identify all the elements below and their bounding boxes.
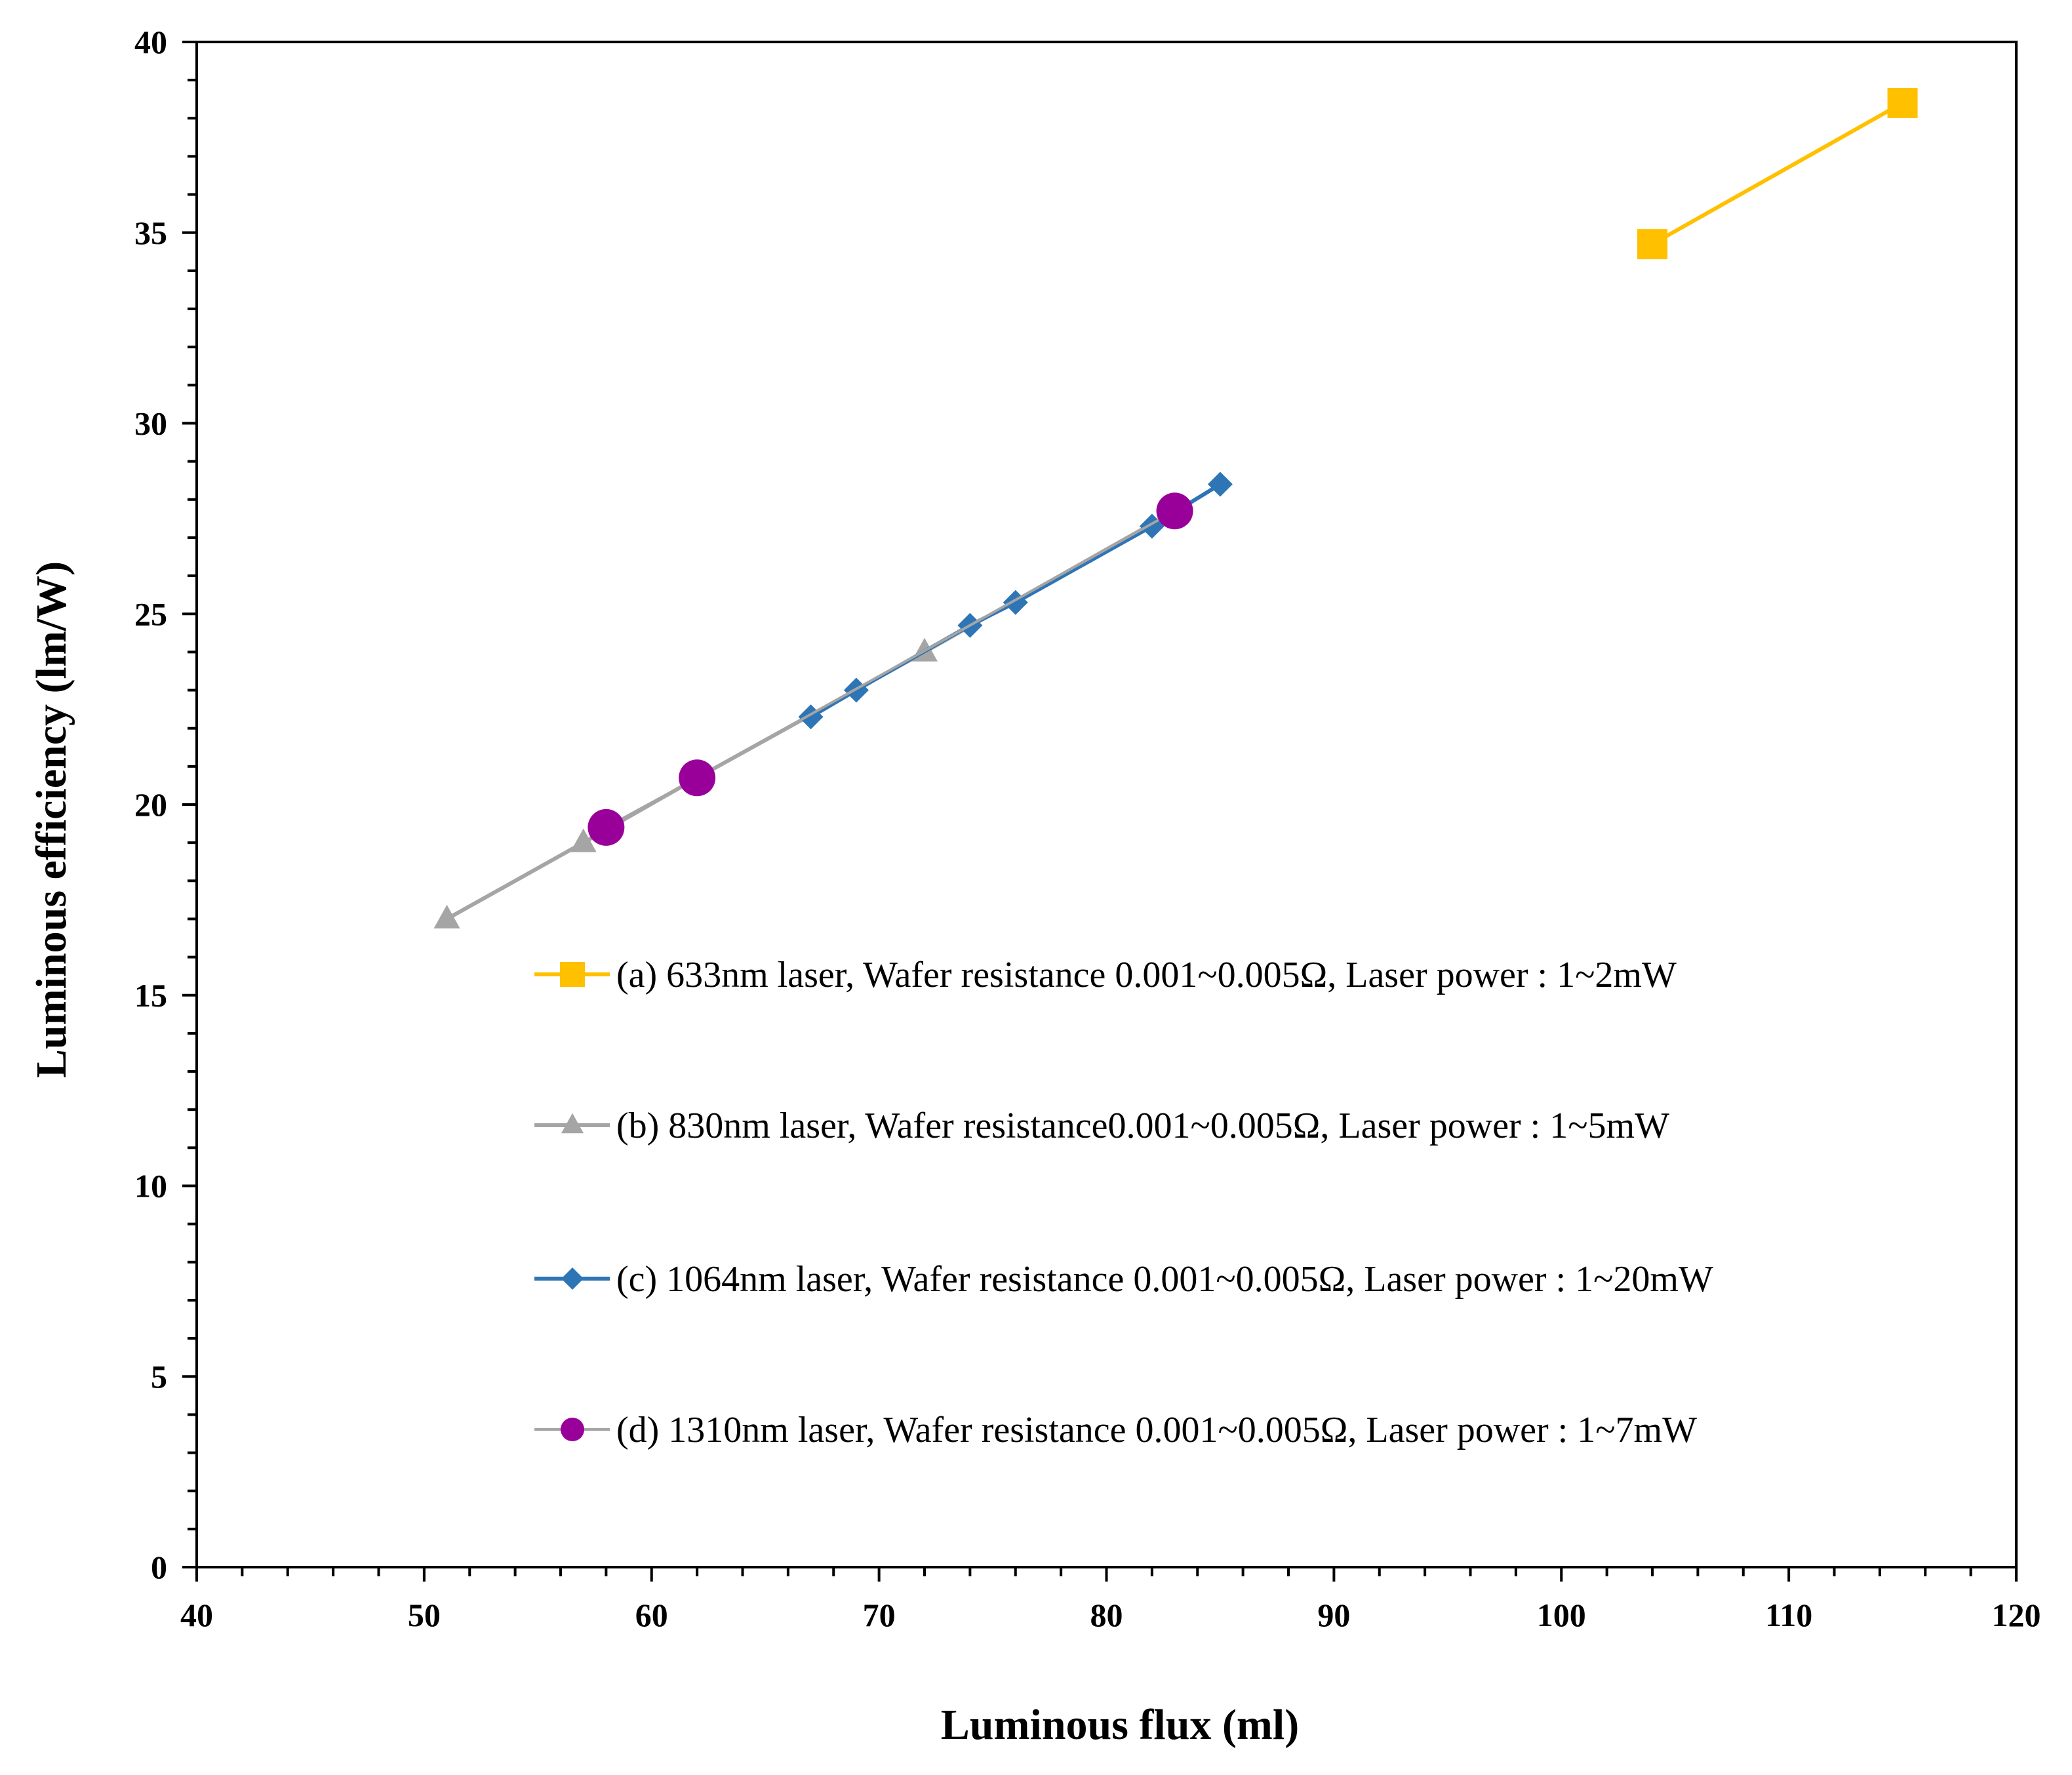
data-point — [1156, 492, 1193, 530]
legend-entry-b: (b) 830nm laser, Wafer resistance0.001~0… — [534, 1106, 1669, 1146]
plot-area-frame — [195, 41, 2018, 1568]
legend-marker — [561, 1418, 584, 1441]
data-point — [679, 759, 716, 797]
legend-marker — [561, 1267, 584, 1290]
x-tick-label: 70 — [863, 1597, 896, 1633]
x-tick-label: 100 — [1537, 1597, 1586, 1633]
x-tick-label: 40 — [180, 1597, 213, 1633]
x-tick-label: 110 — [1765, 1597, 1812, 1633]
legend-label: (d) 1310nm laser, Wafer resistance 0.001… — [616, 1410, 1697, 1450]
x-axis-title: Luminous flux (ml) — [941, 1701, 1299, 1749]
series-layer — [433, 88, 1918, 928]
legend-entry-a: (a) 633nm laser, Wafer resistance 0.001~… — [534, 955, 1677, 995]
x-tick-label: 80 — [1090, 1597, 1123, 1633]
series-a — [1637, 88, 1918, 260]
y-tick-label: 25 — [134, 595, 167, 632]
y-tick-label: 35 — [134, 214, 167, 251]
legend-entry-c: (c) 1064nm laser, Wafer resistance 0.001… — [534, 1259, 1713, 1300]
y-tick-label: 10 — [134, 1168, 167, 1205]
legend: (a) 633nm laser, Wafer resistance 0.001~… — [534, 955, 1713, 1450]
y-axis-title: Luminous efficiency (lm/W) — [28, 561, 75, 1078]
axes-layer: 40 50 60 70 80 90 100 110 120 0 5 10 15 20 25 30 35 40 — [134, 24, 2041, 1633]
legend-marker — [560, 962, 585, 987]
data-point — [570, 828, 597, 852]
data-point — [1207, 471, 1233, 497]
legend-label: (c) 1064nm laser, Wafer resistance 0.001… — [616, 1259, 1713, 1300]
x-tick-label: 90 — [1317, 1597, 1350, 1633]
y-tick-label: 15 — [134, 977, 167, 1014]
data-point — [588, 808, 625, 846]
data-point — [433, 904, 460, 928]
legend-label: (b) 830nm laser, Wafer resistance0.001~0… — [616, 1106, 1669, 1146]
y-tick-label: 30 — [134, 405, 167, 442]
series-d — [588, 492, 1193, 846]
data-point — [1637, 229, 1667, 260]
series-line — [1651, 101, 1904, 246]
legend-label: (a) 633nm laser, Wafer resistance 0.001~… — [616, 955, 1677, 995]
y-tick-label: 0 — [151, 1549, 167, 1586]
x-tick-label: 50 — [408, 1597, 441, 1633]
y-tick-label: 5 — [151, 1358, 167, 1395]
y-tick-label: 20 — [134, 786, 167, 823]
legend-entry-d: (d) 1310nm laser, Wafer resistance 0.001… — [534, 1410, 1697, 1450]
x-tick-label: 60 — [635, 1597, 668, 1633]
legend-marker — [561, 1113, 584, 1134]
x-tick-label: 120 — [1992, 1597, 2041, 1633]
y-tick-label: 40 — [134, 24, 167, 60]
data-point — [1887, 88, 1918, 119]
